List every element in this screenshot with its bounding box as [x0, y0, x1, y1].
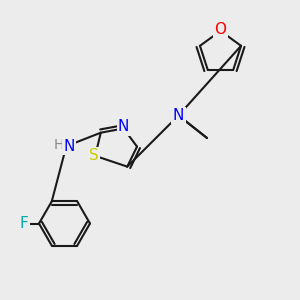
Text: H: H: [54, 138, 64, 152]
Text: N: N: [173, 108, 184, 123]
Text: O: O: [214, 22, 226, 37]
Text: N: N: [118, 119, 129, 134]
Text: N: N: [64, 139, 75, 154]
Text: S: S: [89, 148, 99, 164]
Text: F: F: [20, 216, 28, 231]
